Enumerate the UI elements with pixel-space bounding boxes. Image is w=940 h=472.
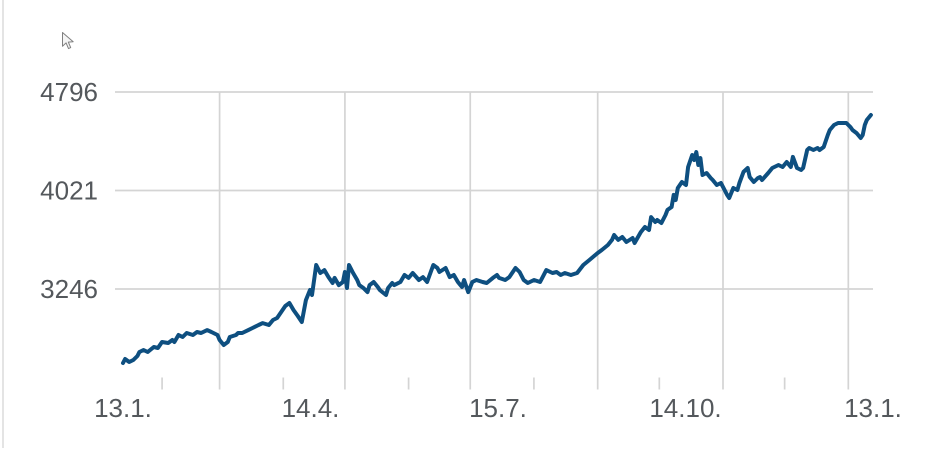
y-axis-labels: 4796 4021 3246 — [40, 77, 98, 304]
x-tick-label: 13.1. — [844, 393, 902, 423]
y-tick-label: 4021 — [40, 176, 98, 206]
mouse-cursor-icon — [62, 32, 74, 50]
y-tick-label: 3246 — [40, 274, 98, 304]
window-edge-line — [2, 0, 4, 448]
price-line-series — [121, 113, 873, 365]
gridlines — [115, 91, 873, 390]
x-tick-label: 13.1. — [94, 393, 152, 423]
y-tick-label: 4796 — [40, 77, 98, 107]
x-tick-label: 14.4. — [282, 393, 340, 423]
x-axis-labels: 13.1. 14.4. 15.7. 14.10. 13.1. — [94, 393, 902, 423]
x-tick-label: 15.7. — [469, 393, 527, 423]
x-tick-label: 14.10. — [649, 393, 721, 423]
